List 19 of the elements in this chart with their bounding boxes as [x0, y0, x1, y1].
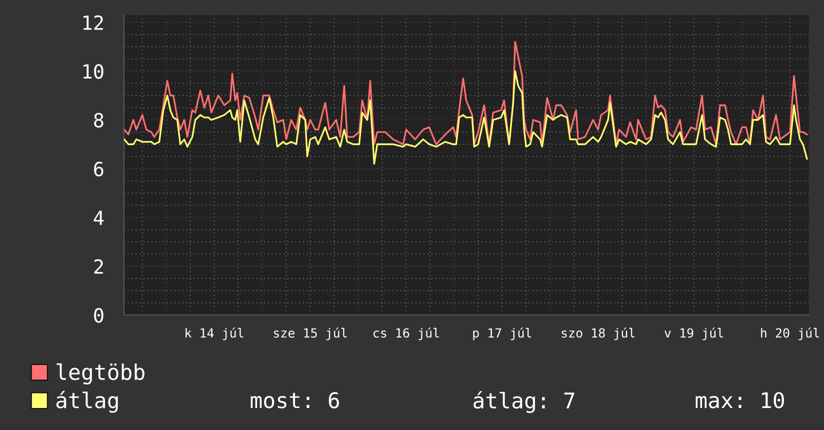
x-tick-label: k 14 júl [186, 328, 244, 340]
x-tick-label: p 17 júl [473, 328, 532, 340]
y-tick-label: 2 [94, 259, 103, 274]
legend-label: legtöbb [56, 363, 144, 384]
text: most: 6 [250, 392, 339, 408]
x-tick-label: szo 18 júl [562, 328, 635, 340]
x-tick-label: h 20 júl [761, 328, 819, 340]
x-tick-label: cs 16 júl [374, 328, 439, 340]
y-tick-label: 12 [83, 15, 103, 30]
x-tick-label: v 19 júl [664, 328, 723, 340]
legend-label: átlag [56, 390, 118, 413]
y-tick-label: 10 [83, 64, 104, 79]
text: átlag: 7 [474, 391, 574, 413]
x-tick-label: sze 15 júl [274, 328, 347, 340]
y-tick-label: 8 [94, 112, 104, 128]
y-tick-label: 6 [94, 162, 104, 176]
text: max: 10 [696, 392, 784, 408]
y-tick-label: 0 [94, 308, 104, 323]
y-tick-label: 4 [94, 210, 104, 225]
